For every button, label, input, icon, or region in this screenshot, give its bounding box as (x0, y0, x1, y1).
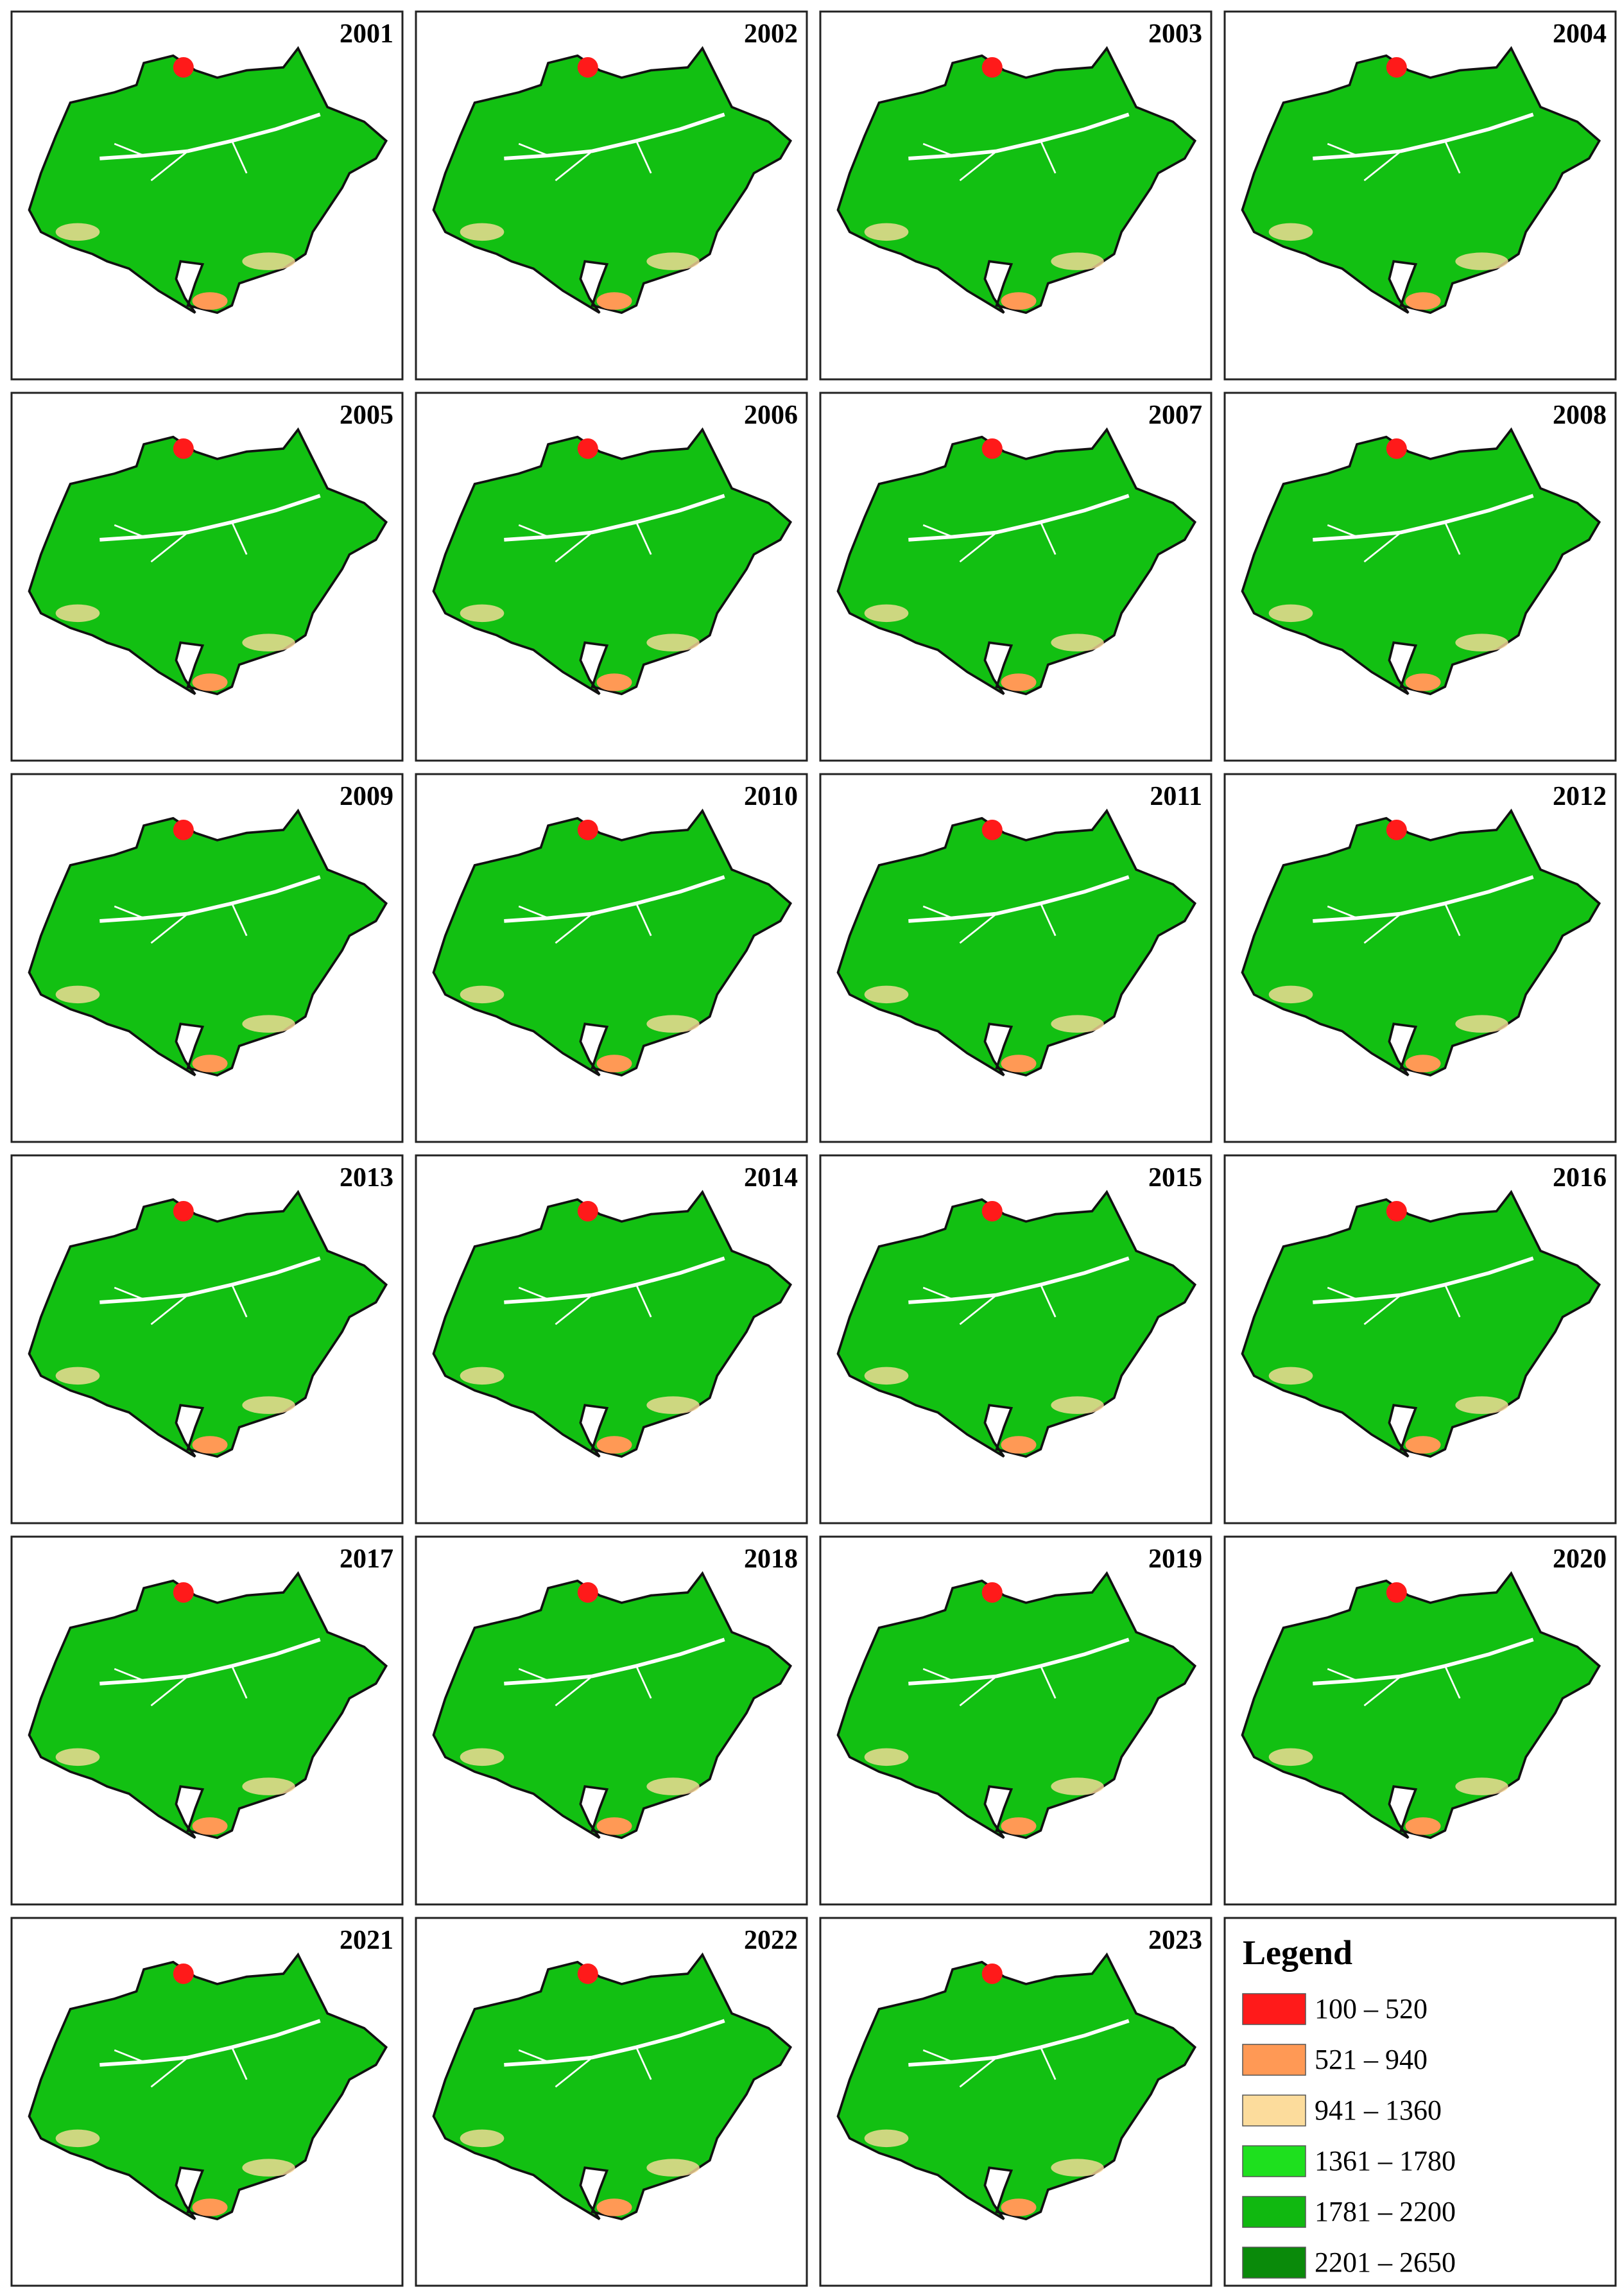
map-panel: 2019 (819, 1535, 1212, 1906)
legend-label: 1781 – 2200 (1315, 2196, 1456, 2227)
panel-year: 2009 (340, 782, 393, 811)
panel-year: 2008 (1553, 401, 1607, 430)
panel-year: 2003 (1148, 19, 1202, 49)
map-panel: 2001 (10, 10, 404, 381)
map-panel: 2008 (1223, 392, 1617, 762)
panel-year: 2002 (744, 19, 798, 49)
legend-swatch (1242, 2145, 1306, 2177)
panel-year: 2023 (1148, 1926, 1202, 1955)
legend-swatch (1242, 2247, 1306, 2279)
map-panel: 2004 (1223, 10, 1617, 381)
panel-year: 2017 (340, 1544, 393, 1574)
panel-year: 2001 (340, 19, 393, 49)
panel-year: 2012 (1553, 782, 1607, 811)
legend-label: 941 – 1360 (1315, 2094, 1442, 2126)
panel-year: 2007 (1148, 401, 1202, 430)
legend-label: 100 – 520 (1315, 1993, 1428, 2024)
map-panel: 2017 (10, 1535, 404, 1906)
map-panel: 2021 (10, 1917, 404, 2287)
panel-year: 2013 (340, 1163, 393, 1193)
map-panel: 2020 (1223, 1535, 1617, 1906)
map-panel: 2016 (1223, 1154, 1617, 1524)
panel-year: 2018 (744, 1544, 798, 1574)
panel-year: 2016 (1553, 1163, 1607, 1193)
panel-year: 2006 (744, 401, 798, 430)
panel-year: 2010 (744, 782, 798, 811)
map-panel: 2011 (819, 773, 1212, 1143)
map-panel: 2002 (415, 10, 808, 381)
map-panel: 2022 (415, 1917, 808, 2287)
legend-label: 521 – 940 (1315, 2044, 1428, 2075)
map-panel: 2007 (819, 392, 1212, 762)
panel-year: 2004 (1553, 19, 1607, 49)
legend: Legend 100 – 520 521 – 940 941 – 1360 1361 –… (1223, 1917, 1617, 2287)
panel-year: 2005 (340, 401, 393, 430)
map-panel: 2014 (415, 1154, 808, 1524)
map-panel: 2023 (819, 1917, 1212, 2287)
panel-year: 2022 (744, 1926, 798, 1955)
map-panel: 2006 (415, 392, 808, 762)
map-panel: 2012 (1223, 773, 1617, 1143)
panel-year: 2015 (1148, 1163, 1202, 1193)
map-panel: 2010 (415, 773, 808, 1143)
panel-year: 2019 (1148, 1544, 1202, 1574)
panel-year: 2014 (744, 1163, 798, 1193)
legend-title: Legend (1243, 1933, 1352, 1972)
legend-label: 2201 – 2650 (1315, 2247, 1456, 2278)
map-panel: 2015 (819, 1154, 1212, 1524)
legend-swatch (1242, 2196, 1306, 2228)
legend-swatch (1242, 2044, 1306, 2076)
panel-year: 2011 (1150, 782, 1202, 811)
map-panel: 2009 (10, 773, 404, 1143)
map-panel: 2018 (415, 1535, 808, 1906)
map-panel: 2005 (10, 392, 404, 762)
legend-swatch (1242, 1993, 1306, 2025)
map-panel: 2013 (10, 1154, 404, 1524)
map-panel: 2003 (819, 10, 1212, 381)
panel-year: 2021 (340, 1926, 393, 1955)
panel-year: 2020 (1553, 1544, 1607, 1574)
legend-swatch (1242, 2094, 1306, 2127)
legend-label: 1361 – 1780 (1315, 2145, 1456, 2177)
